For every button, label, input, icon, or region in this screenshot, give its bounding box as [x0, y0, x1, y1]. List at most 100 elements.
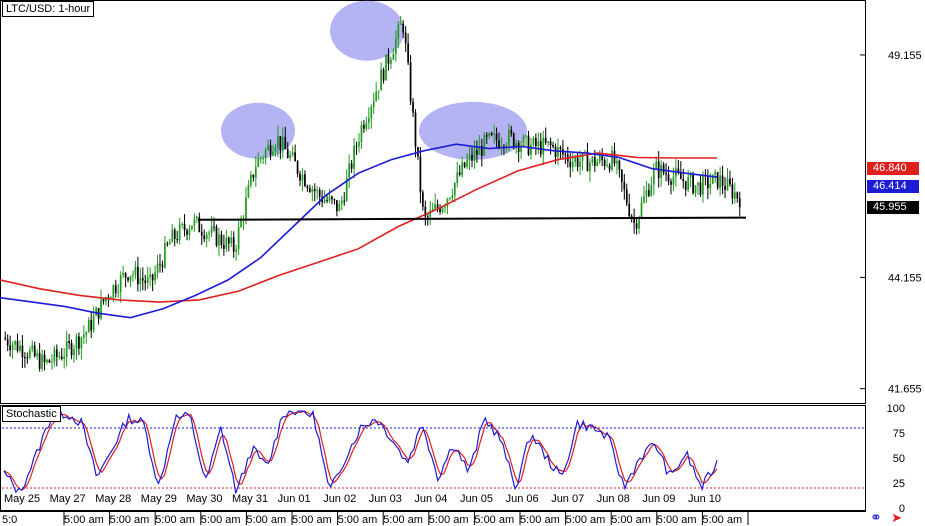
candle-body [68, 341, 70, 344]
candle-body [198, 216, 201, 233]
candle-body [213, 226, 215, 228]
candle-body [515, 142, 518, 148]
candle-body [154, 272, 156, 281]
candle-body [284, 136, 287, 150]
pattern-highlight-ellipse [330, 0, 404, 61]
date-label: Jun 05 [460, 493, 493, 505]
candle-body [706, 175, 709, 189]
candle-body [574, 157, 577, 162]
candle-body [576, 157, 579, 167]
candle-body [436, 204, 439, 209]
candle-body [301, 174, 304, 181]
candle-body [78, 336, 80, 349]
candle-body [606, 165, 608, 167]
date-label: May 29 [141, 493, 177, 505]
candle-body [227, 237, 230, 244]
candle-body [318, 190, 321, 197]
candle-body [429, 210, 432, 217]
time-label: 5:00 am [702, 514, 742, 525]
date-label: May 30 [186, 493, 222, 505]
candle-body [729, 178, 731, 185]
stochastic-d-line [3, 410, 718, 491]
price-axis-label: 49.155 [888, 50, 922, 62]
candle-body [129, 275, 132, 281]
candle-body [279, 136, 282, 150]
candle-body [456, 172, 459, 183]
candle-body [711, 174, 714, 184]
date-label: Jun 08 [597, 493, 630, 505]
candle-body [63, 356, 66, 359]
neckline [197, 216, 747, 221]
candle-body [662, 164, 665, 173]
candle-body [625, 189, 628, 204]
candle-body [127, 277, 129, 281]
candle-body [102, 299, 105, 302]
candle-body [650, 184, 653, 196]
candle-body [554, 146, 557, 157]
candle-body [623, 182, 626, 190]
candle-body [655, 161, 658, 169]
candle-body [535, 137, 537, 147]
link-icon[interactable]: ⚭ [870, 509, 882, 525]
candle-body [493, 133, 495, 135]
candle-body [640, 202, 643, 218]
candle-body [407, 43, 409, 63]
candle-body [107, 297, 110, 299]
candle-body [539, 141, 542, 155]
candle-body [589, 162, 591, 172]
candle-body [510, 129, 513, 134]
candle-body [444, 206, 446, 208]
candle-body [348, 163, 351, 178]
candle-body [473, 150, 476, 161]
candle-body [616, 160, 618, 164]
candle-body [426, 216, 429, 218]
candle-body [530, 144, 532, 155]
candle-body [331, 196, 333, 200]
candle-body [522, 136, 525, 146]
candle-body [603, 160, 606, 166]
date-label: Jun 07 [551, 493, 584, 505]
candle-body [299, 173, 301, 181]
candle-body [488, 133, 491, 137]
candle-body [95, 308, 97, 316]
time-label: 5:00 am [155, 514, 195, 525]
candle-body [296, 161, 299, 174]
candle-body [412, 101, 414, 113]
candle-body [250, 174, 252, 186]
candle-body [272, 151, 274, 156]
candle-body [124, 272, 127, 278]
date-label: Jun 10 [688, 493, 721, 505]
candle-body [498, 140, 500, 148]
candle-body [291, 152, 294, 156]
candle-body [210, 226, 213, 233]
candle-body [525, 135, 527, 137]
candle-body [230, 237, 233, 244]
candle-body [648, 190, 650, 196]
candle-body [75, 336, 78, 350]
candle-body [19, 345, 21, 351]
candle-body [736, 192, 739, 199]
arrow-icon[interactable]: ➤ [891, 510, 902, 525]
time-label: 5:00 am [292, 514, 332, 525]
candle-body [48, 360, 51, 363]
candle-body [500, 146, 503, 148]
candle-body [692, 174, 694, 194]
candle-body [232, 237, 235, 252]
candle-body [4, 337, 7, 340]
candle-body [316, 190, 319, 192]
candle-body [28, 349, 31, 358]
candle-body [134, 266, 137, 275]
candle-body [569, 161, 572, 168]
date-label: Jun 06 [506, 493, 539, 505]
candle-body [215, 226, 218, 246]
candle-body [579, 161, 581, 167]
candle-body [289, 155, 292, 158]
time-label: 5:00 am [110, 514, 150, 525]
candle-body [453, 182, 456, 196]
candle-body [345, 177, 348, 201]
candle-body [33, 345, 36, 356]
candle-body [262, 158, 265, 160]
candle-body [53, 349, 56, 362]
candle-body [46, 360, 48, 363]
